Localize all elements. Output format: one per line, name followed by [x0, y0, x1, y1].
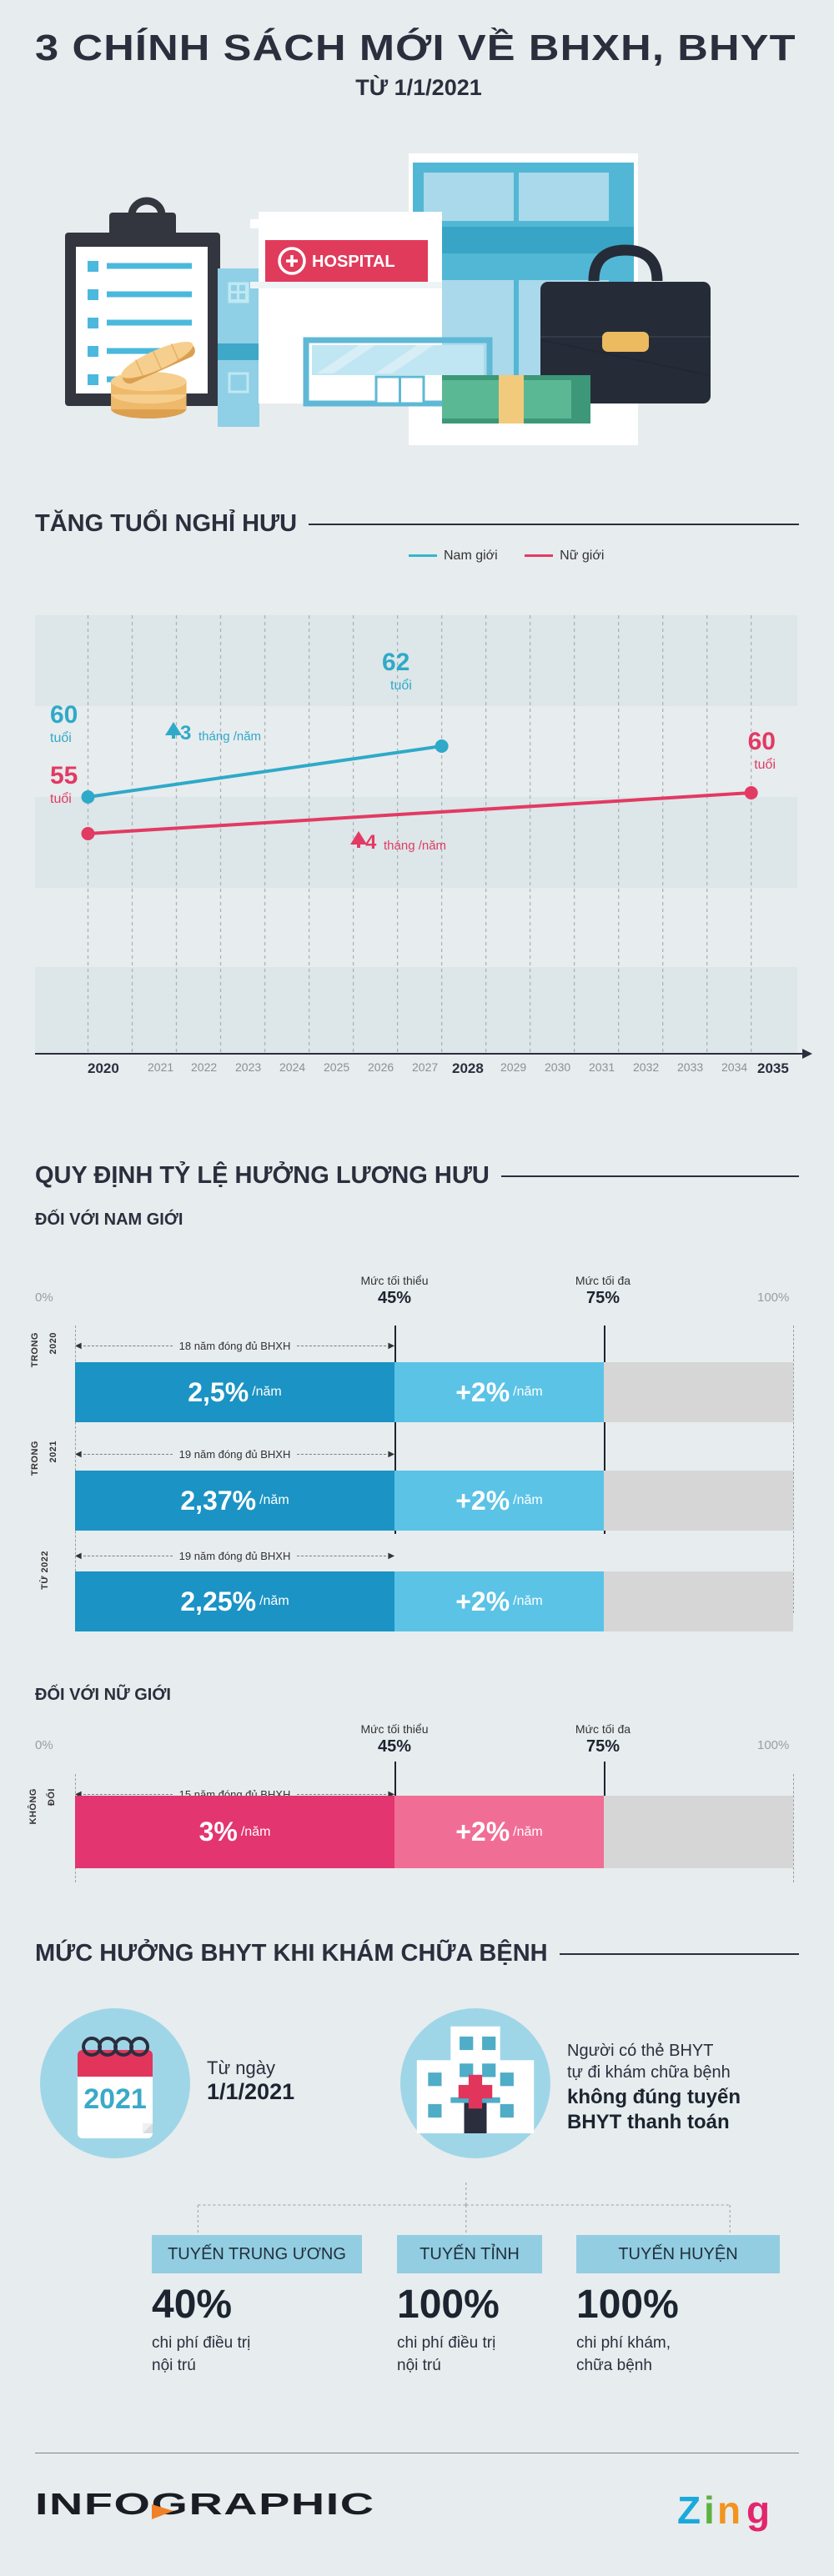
svg-text:n: n [717, 2488, 741, 2532]
svg-text:Từ ngày: Từ ngày [207, 2057, 275, 2078]
svg-text:Z: Z [677, 2488, 701, 2532]
svg-text:g: g [746, 2488, 770, 2532]
svg-text:i: i [704, 2488, 715, 2532]
svg-text:BHYT thanh toán: BHYT thanh toán [567, 2111, 730, 2133]
svg-text:2021: 2021 [83, 2083, 147, 2115]
svg-text:không đúng tuyến: không đúng tuyến [567, 2086, 741, 2108]
svg-text:1/1/2021: 1/1/2021 [207, 2079, 294, 2104]
svg-text:Người có thẻ BHYT: Người có thẻ BHYT [567, 2042, 713, 2060]
svg-text:tự đi khám chữa bệnh: tự đi khám chữa bệnh [567, 2063, 731, 2082]
